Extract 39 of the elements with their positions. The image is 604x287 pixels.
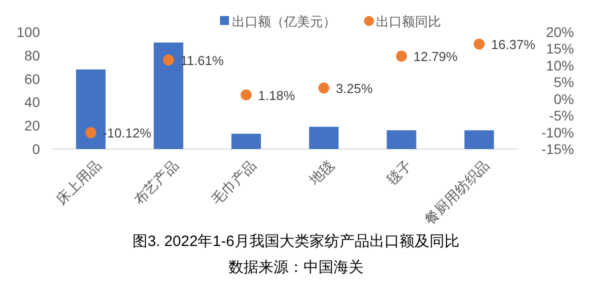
point xyxy=(163,54,174,66)
y-tick-label: 60 xyxy=(24,70,40,87)
y2-tick-label: 10% xyxy=(546,57,574,74)
legend-label: 出口额（亿美元） xyxy=(232,14,336,29)
source-note: 数据来源：中国海关 xyxy=(228,259,364,276)
data-label: 16.37% xyxy=(491,37,536,52)
y-tick-label: 40 xyxy=(24,94,40,110)
bar xyxy=(231,134,261,149)
y2-tick-label: -10% xyxy=(541,124,574,140)
x-tick-label: 毯子 xyxy=(383,156,415,188)
x-tick-label: 毛巾产品 xyxy=(208,156,260,208)
y-tick-label: 80 xyxy=(24,47,40,64)
x-tick-label: 地毯 xyxy=(305,156,337,189)
bar xyxy=(154,42,184,149)
point xyxy=(474,38,485,50)
data-label: 3.25% xyxy=(336,80,374,96)
point xyxy=(85,127,96,138)
y2-tick-label: 15% xyxy=(546,40,574,57)
y2-tick-label: 0% xyxy=(554,90,574,107)
x-tick-label: 床上用品 xyxy=(52,156,104,208)
y2-tick-label: -5% xyxy=(549,108,574,124)
point xyxy=(396,50,407,62)
data-label: 1.18% xyxy=(258,88,296,103)
x-tick-label: 餐厨用纺织品 xyxy=(422,156,492,228)
y-tick-label: 0 xyxy=(32,141,40,157)
bar xyxy=(386,130,416,149)
x-tick-label: 布艺产品 xyxy=(130,156,182,208)
y2-tick-label: -15% xyxy=(541,141,574,157)
point xyxy=(318,82,330,94)
text: 图3. 2022年1-6月我国大类家纺产品出口额及同比 xyxy=(132,233,460,250)
y-tick-label: 100 xyxy=(16,24,40,40)
bar xyxy=(309,126,339,149)
y-tick-label: 20 xyxy=(24,118,40,134)
data-label: 12.79% xyxy=(414,49,458,64)
point xyxy=(240,89,252,100)
y2-tick-label: 5% xyxy=(554,74,574,90)
bar xyxy=(464,130,494,149)
legend-label: 出口额同比 xyxy=(376,14,441,29)
y2-tick-label: 20% xyxy=(546,24,574,40)
